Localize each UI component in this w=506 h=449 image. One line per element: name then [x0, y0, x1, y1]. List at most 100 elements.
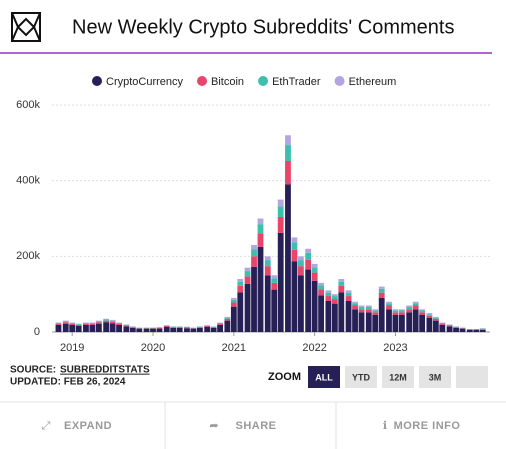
- bar-segment: [123, 324, 130, 326]
- action-button[interactable]: MORE INFO: [394, 420, 461, 432]
- bar-segment: [224, 320, 231, 332]
- bar-segment: [325, 300, 332, 332]
- bar-segment: [352, 305, 358, 310]
- bar-segment: [123, 326, 130, 332]
- bar-segment: [156, 328, 163, 332]
- bar-segment: [109, 319, 116, 321]
- bar-segment: [109, 320, 116, 322]
- bar-segment: [251, 244, 257, 250]
- bar-segment: [69, 323, 76, 325]
- bar-segment: [285, 145, 291, 161]
- bar-segment: [230, 297, 237, 300]
- bar-segment: [378, 297, 385, 332]
- bar-segment: [95, 322, 102, 324]
- legend-swatch: [92, 76, 102, 86]
- bar-segment: [251, 256, 257, 267]
- bar-segment: [103, 320, 110, 323]
- action-icon: ⤢: [42, 420, 51, 432]
- zoom-button[interactable]: [382, 366, 414, 388]
- action-button[interactable]: SHARE: [235, 420, 276, 432]
- bar-segment: [365, 312, 372, 332]
- bar-segment: [103, 319, 110, 321]
- source-link[interactable]: SUBREDDITSTATS: [60, 365, 150, 376]
- bar-segment: [392, 312, 399, 315]
- bar-segment: [325, 290, 332, 293]
- bar-segment: [426, 313, 433, 315]
- bar-segment: [297, 266, 304, 276]
- bar-segment: [325, 296, 332, 301]
- bar-segment: [305, 252, 312, 260]
- bar-segment: [338, 292, 345, 332]
- zoom-button[interactable]: [345, 366, 377, 388]
- bar-segment: [103, 322, 110, 332]
- bar-segment: [83, 323, 89, 325]
- bar-segment: [83, 324, 89, 332]
- bar-segment: [264, 260, 271, 267]
- bar-segment: [251, 266, 257, 332]
- bar-segment: [264, 266, 271, 276]
- bar-segment: [136, 328, 143, 332]
- zoom-button[interactable]: [308, 366, 340, 388]
- bar-segment: [257, 233, 264, 247]
- bar-segment: [305, 248, 312, 253]
- bar-segment: [318, 289, 325, 296]
- zoom-button-label: 12M: [389, 372, 407, 382]
- bar-segment: [230, 299, 237, 303]
- action-button[interactable]: EXPAND: [64, 420, 112, 432]
- x-tick-label: 2021: [222, 342, 246, 354]
- bar-segment: [446, 325, 453, 327]
- bar-segment: [399, 314, 405, 332]
- bar-segment: [217, 324, 223, 332]
- bar-segment: [297, 256, 304, 261]
- bar-segment: [453, 327, 459, 328]
- action-icon: ℹ: [383, 420, 387, 432]
- bar-segment: [325, 292, 332, 297]
- bar-segment: [109, 321, 116, 324]
- bar-segment: [277, 199, 284, 207]
- bar-segment: [446, 326, 453, 332]
- bar-segment: [83, 322, 89, 324]
- bar-segment: [237, 292, 244, 332]
- bar-segment: [412, 303, 419, 306]
- bar-segment: [210, 327, 217, 332]
- action-icon: ➦: [209, 420, 218, 432]
- bar-segment: [55, 324, 62, 332]
- bar-segment: [399, 309, 405, 311]
- bar-segment: [291, 261, 298, 332]
- y-tick-label: 200k: [16, 250, 40, 262]
- bar-segment: [184, 327, 190, 329]
- legend-swatch: [258, 76, 269, 86]
- zoom-button[interactable]: [456, 366, 488, 388]
- bar-segment: [358, 305, 365, 308]
- bar-segment: [156, 327, 163, 329]
- zoom-button-label: ALL: [315, 372, 333, 382]
- bar-segment: [217, 323, 223, 325]
- bar-segment: [204, 326, 211, 332]
- bar-segment: [291, 242, 298, 250]
- bar-segment: [372, 310, 379, 313]
- zoom-button[interactable]: [419, 366, 451, 388]
- bar-segment: [479, 329, 486, 332]
- bar-segment: [406, 307, 413, 310]
- bar-segment: [338, 285, 345, 293]
- bar-segment: [150, 328, 156, 332]
- bar-segment: [426, 318, 433, 332]
- bar-segment: [217, 322, 223, 324]
- bar-segment: [305, 259, 312, 270]
- x-tick-label: 2022: [302, 342, 326, 354]
- legend-label: Bitcoin: [211, 76, 244, 88]
- updated: UPDATED: FEB 26, 2024: [10, 377, 126, 388]
- legend-swatch: [334, 76, 345, 86]
- zoom-button-label: YTD: [352, 372, 371, 382]
- bar-segment: [116, 324, 122, 332]
- chart-title: New Weekly Crypto Subreddits' Comments: [72, 16, 454, 38]
- bar-segment: [352, 301, 358, 304]
- bar-segment: [285, 160, 291, 185]
- bar-segment: [75, 324, 82, 326]
- bar-segment: [318, 285, 325, 290]
- bar-segment: [170, 327, 177, 328]
- bar-segment: [466, 329, 473, 332]
- bar-segment: [378, 288, 385, 293]
- bar-segment: [62, 321, 69, 323]
